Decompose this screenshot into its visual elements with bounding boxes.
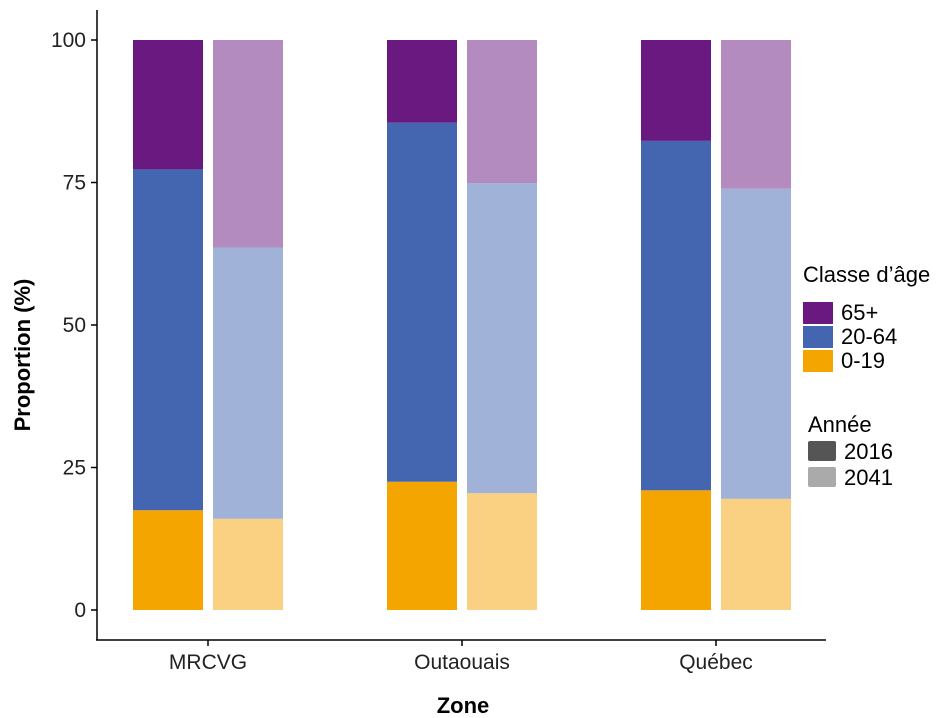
- legend-year-label-2041: 2041: [844, 465, 893, 490]
- x-axis-title: Zone: [437, 693, 490, 718]
- bar-segment-65+-2016-Outaouais: [387, 40, 457, 123]
- legend-year-swatch-2016: [808, 441, 836, 461]
- bar-segment-65+-2041-Québec: [721, 40, 791, 189]
- bar-segment-65+-2016-MRCVG: [133, 40, 203, 170]
- legend-swatch-65+: [803, 302, 833, 324]
- y-axis-title: Proportion (%): [10, 279, 35, 432]
- bar-segment-20-64-2041-Québec: [721, 188, 791, 499]
- bar-segment-65+-2041-MRCVG: [213, 40, 283, 248]
- legend-year-swatch-2041: [808, 467, 836, 487]
- bar-segment-0-19-2041-Québec: [721, 498, 791, 610]
- bar-segment-0-19-2016-MRCVG: [133, 510, 203, 610]
- bar-segment-0-19-2041-MRCVG: [213, 518, 283, 610]
- y-ticks: 0 25 50 75 100: [51, 29, 97, 622]
- legend-year-title: Année: [808, 412, 872, 437]
- bar-segment-20-64-2041-MRCVG: [213, 247, 283, 519]
- bar-segment-65+-2016-Québec: [641, 40, 711, 141]
- bar-segment-20-64-2016-MRCVG: [133, 169, 203, 511]
- bar-segment-0-19-2041-Outaouais: [467, 493, 537, 610]
- x-ticks: MRCVG Outaouais Québec: [169, 640, 753, 674]
- y-tick-label: 75: [63, 172, 86, 195]
- legend-swatch-0-19: [803, 350, 833, 372]
- bar-segment-0-19-2016-Outaouais: [387, 481, 457, 610]
- bar-segment-0-19-2016-Québec: [641, 490, 711, 610]
- y-tick-label: 0: [74, 599, 86, 622]
- bar-segment-20-64-2016-Outaouais: [387, 122, 457, 482]
- y-tick-label: 100: [51, 29, 86, 52]
- x-tick-label: Québec: [679, 651, 753, 674]
- x-tick-label: Outaouais: [414, 651, 510, 674]
- legend-title: Classe d’âge: [803, 262, 930, 287]
- bar-segment-65+-2041-Outaouais: [467, 40, 537, 184]
- legend-swatch-20-64: [803, 326, 833, 348]
- y-tick-label: 25: [63, 457, 86, 480]
- x-tick-label: MRCVG: [169, 651, 247, 674]
- legend-label-0-19: 0-19: [841, 348, 885, 373]
- y-tick-label: 50: [63, 314, 86, 337]
- legend-label-65+: 65+: [841, 300, 878, 325]
- bar-segment-20-64-2041-Outaouais: [467, 183, 537, 494]
- legend-year-label-2016: 2016: [844, 439, 893, 464]
- legend-items: 65+20-640-19: [803, 300, 897, 373]
- legend-label-20-64: 20-64: [841, 324, 897, 349]
- bar-segment-20-64-2016-Québec: [641, 140, 711, 491]
- bars-layer: [133, 40, 791, 610]
